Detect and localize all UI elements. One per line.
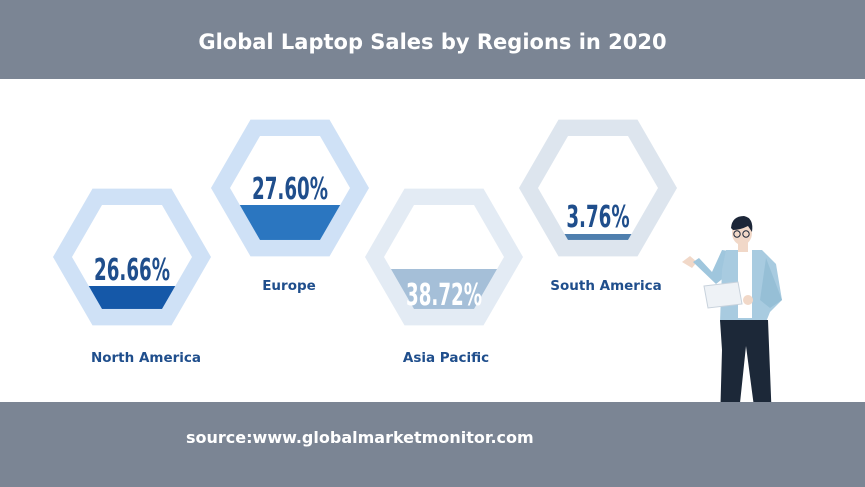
footer-band (0, 402, 865, 487)
hexagon-inner (538, 136, 658, 240)
value-label: 27.60% (252, 172, 328, 207)
category-label: Asia Pacific (403, 350, 489, 366)
value-label: 38.72% (406, 278, 482, 313)
category-label: Europe (262, 278, 316, 294)
page-title: Global Laptop Sales by Regions in 2020 (198, 30, 667, 54)
hexagon-europe: 27.60% Europe (211, 119, 369, 294)
hexagon-fill (72, 286, 192, 309)
value-label: 3.76% (566, 200, 629, 235)
header-band (0, 0, 865, 79)
hexagon-south-america: 3.76% South America (519, 119, 677, 294)
hexagon-inner (72, 205, 192, 309)
source-text: source:www.globalmarketmonitor.com (186, 428, 534, 447)
category-label: South America (550, 278, 661, 294)
category-label: North America (91, 350, 201, 366)
value-label: 26.66% (94, 253, 170, 288)
hexagon-north-america: 26.66% North America (53, 188, 211, 366)
hexagon-asia-pacific: 38.72% Asia Pacific (365, 188, 523, 366)
presenter-illustration (682, 216, 782, 432)
hexagon-fill (538, 234, 658, 240)
